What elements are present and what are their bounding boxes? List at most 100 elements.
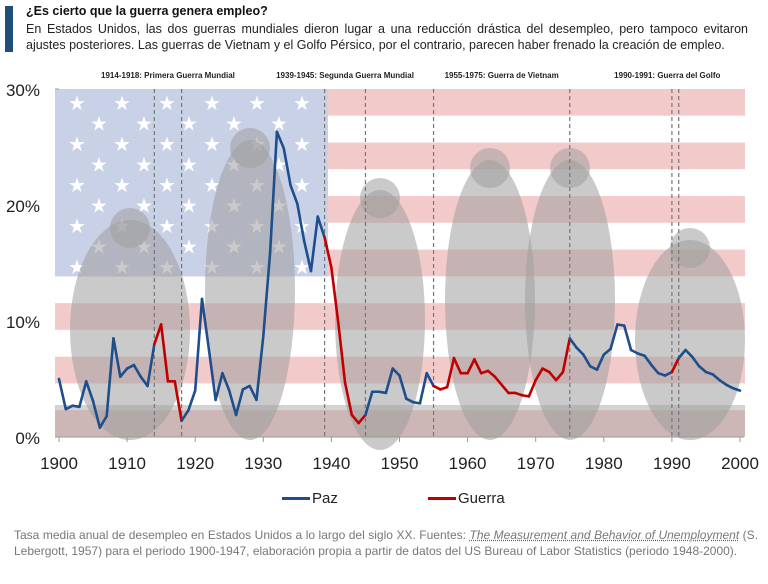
x-tick-label: 1960 <box>449 454 487 473</box>
soldier-silhouette <box>70 220 190 440</box>
peace-segment <box>275 130 286 150</box>
soldier-head <box>360 178 400 218</box>
x-tick-label: 2000 <box>721 454 759 473</box>
flag-star: ★ <box>180 155 198 177</box>
peace-segment <box>105 337 115 418</box>
war-segment <box>527 378 538 398</box>
peace-segment <box>731 386 742 392</box>
accent-bar <box>5 6 13 52</box>
x-tick-label: 1950 <box>381 454 419 473</box>
war-period-label: 1939-1945: Segunda Guerra Mundial <box>276 71 414 80</box>
legend-item-paz: Paz <box>282 490 338 507</box>
peace-segment <box>568 337 578 349</box>
peace-segment <box>112 337 122 378</box>
peace-segment <box>261 251 272 338</box>
unemployment-chart: ★★★★★★★★★★★★★★★★★★★★★★★★★★★★★★★★★★★★★★★★… <box>6 71 759 473</box>
y-tick-label: 20% <box>6 197 40 216</box>
flag-star: ★ <box>68 216 86 238</box>
war-segment <box>500 383 510 395</box>
page-title: ¿Es cierto que la guerra genera empleo? <box>26 4 268 18</box>
y-tick-label: 10% <box>6 313 40 332</box>
peace-segment <box>684 348 694 359</box>
x-tick-label: 1900 <box>40 454 78 473</box>
legend-swatch-guerra <box>428 497 456 500</box>
x-tick-label: 1980 <box>585 454 623 473</box>
flag-star: ★ <box>203 134 221 156</box>
peace-segment <box>296 202 306 243</box>
war-segment <box>350 413 360 425</box>
war-segment <box>445 356 456 389</box>
war-segment <box>330 266 340 324</box>
peace-segment <box>180 409 190 423</box>
flag-star: ★ <box>293 257 311 279</box>
flag-star: ★ <box>135 114 153 136</box>
footnote: Tasa media anual de desempleo en Estados… <box>14 527 758 559</box>
peace-segment <box>595 353 606 372</box>
soldier-head <box>670 228 710 268</box>
flag-star: ★ <box>90 114 108 136</box>
peace-segment <box>622 324 633 352</box>
source-book-title: The Measurement and Behavior of Unemploy… <box>469 528 740 542</box>
war-segment <box>452 356 463 375</box>
peace-segment <box>91 399 102 430</box>
flag-star: ★ <box>90 196 108 218</box>
peace-segment <box>425 371 435 388</box>
x-tick-label: 1910 <box>108 454 146 473</box>
war-segment <box>548 370 558 382</box>
flag-star: ★ <box>203 93 221 115</box>
x-tick-label: 1920 <box>176 454 214 473</box>
war-segment <box>336 320 347 384</box>
peace-segment <box>316 215 326 239</box>
peace-segment <box>302 239 313 273</box>
legend-swatch-paz <box>282 497 310 500</box>
peace-segment <box>711 373 721 382</box>
flag-star: ★ <box>68 175 86 197</box>
x-tick-label: 1930 <box>244 454 282 473</box>
peace-segment <box>132 363 143 378</box>
flag-star: ★ <box>270 114 288 136</box>
peace-segment <box>193 297 204 392</box>
peace-segment <box>718 378 728 387</box>
war-segment <box>534 367 544 382</box>
soldier-head <box>230 128 270 168</box>
war-segment <box>343 381 354 417</box>
peace-segment <box>418 371 429 405</box>
peace-segment <box>255 334 265 402</box>
peace-segment <box>691 355 701 368</box>
peace-segment <box>214 371 224 402</box>
peace-segment <box>221 371 231 392</box>
peace-segment <box>282 146 292 187</box>
y-tick-label: 30% <box>6 81 40 100</box>
soldier-silhouette <box>445 160 535 440</box>
peace-segment <box>398 374 408 401</box>
x-tick-label: 1970 <box>517 454 555 473</box>
soldier-head <box>470 148 510 188</box>
flag-star: ★ <box>158 216 176 238</box>
war-segment <box>493 375 503 387</box>
peace-segment <box>609 323 619 351</box>
peace-segment <box>697 364 708 374</box>
war-segment <box>670 356 681 374</box>
flag-star: ★ <box>293 134 311 156</box>
page-subtitle: En Estados Unidos, las dos guerras mundi… <box>26 22 748 52</box>
war-segment <box>323 236 333 269</box>
war-period-label: 1914-1918: Primera Guerra Mundial <box>101 71 235 80</box>
war-segment <box>153 323 163 346</box>
war-segment <box>357 413 367 425</box>
ground-silhouette <box>55 405 745 437</box>
war-segment <box>173 380 183 423</box>
peace-segment <box>602 347 612 356</box>
flag-star: ★ <box>180 114 198 136</box>
soldier-head <box>110 208 150 248</box>
war-segment <box>554 370 565 382</box>
peace-segment <box>248 384 258 402</box>
peace-segment <box>268 130 279 254</box>
peace-segment <box>391 367 401 377</box>
war-period-label: 1990-1991: Guerra del Golfo <box>614 71 720 80</box>
peace-segment <box>118 367 129 378</box>
war-segment <box>561 337 572 374</box>
peace-segment <box>146 342 156 388</box>
flag-star: ★ <box>90 155 108 177</box>
peace-segment <box>650 363 660 375</box>
flag-star: ★ <box>135 155 153 177</box>
